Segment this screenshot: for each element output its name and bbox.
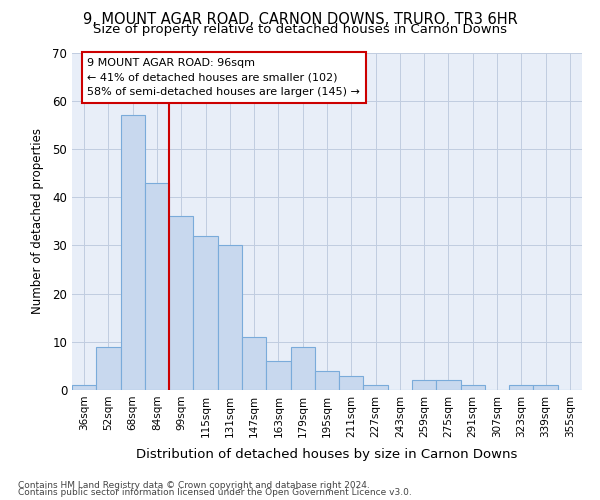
Bar [72, 385, 96, 390]
Bar [339, 376, 364, 390]
Bar [412, 380, 436, 390]
Bar [193, 236, 218, 390]
Bar [364, 385, 388, 390]
Text: Size of property relative to detached houses in Carnon Downs: Size of property relative to detached ho… [93, 22, 507, 36]
Text: 9, MOUNT AGAR ROAD, CARNON DOWNS, TRURO, TR3 6HR: 9, MOUNT AGAR ROAD, CARNON DOWNS, TRURO,… [83, 12, 517, 28]
Bar [290, 346, 315, 390]
Bar [96, 346, 121, 390]
Text: 9 MOUNT AGAR ROAD: 96sqm
← 41% of detached houses are smaller (102)
58% of semi-: 9 MOUNT AGAR ROAD: 96sqm ← 41% of detach… [88, 58, 360, 97]
Bar [315, 370, 339, 390]
Y-axis label: Number of detached properties: Number of detached properties [31, 128, 44, 314]
Text: Contains HM Land Registry data © Crown copyright and database right 2024.: Contains HM Land Registry data © Crown c… [18, 480, 370, 490]
Bar [266, 361, 290, 390]
Bar [533, 385, 558, 390]
Bar [509, 385, 533, 390]
Bar [242, 337, 266, 390]
Text: Contains public sector information licensed under the Open Government Licence v3: Contains public sector information licen… [18, 488, 412, 497]
Bar [169, 216, 193, 390]
Bar [218, 246, 242, 390]
Bar [461, 385, 485, 390]
X-axis label: Distribution of detached houses by size in Carnon Downs: Distribution of detached houses by size … [136, 448, 518, 461]
Bar [145, 182, 169, 390]
Bar [121, 115, 145, 390]
Bar [436, 380, 461, 390]
